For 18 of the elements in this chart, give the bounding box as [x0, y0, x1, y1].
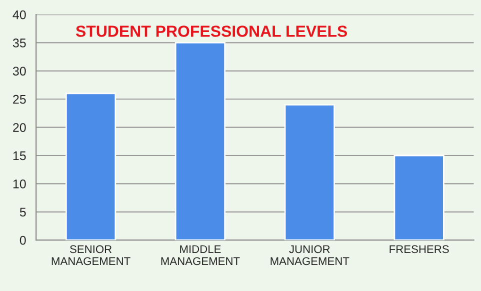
bar — [394, 154, 444, 240]
y-tick-label: 25 — [13, 94, 26, 104]
y-tick-label: 0 — [20, 236, 26, 245]
y-tick-label: 15 — [13, 151, 26, 160]
bar — [174, 42, 226, 240]
bar — [65, 92, 116, 240]
bar — [284, 104, 335, 240]
y-tick-label: 35 — [12, 38, 26, 48]
y-tick-label: 10 — [13, 179, 26, 188]
x-tick-label: SENIOR MANAGEMENT — [52, 245, 130, 266]
text: STUDENT PROFESSIONAL LEVELS — [76, 26, 348, 37]
x-tick-label: MIDDLE MANAGEMENT — [161, 245, 240, 266]
x-tick-label: JUNIOR MANAGEMENT — [270, 245, 350, 266]
y-tick-label: 30 — [12, 66, 26, 76]
y-tick-label: 5 — [20, 208, 26, 217]
y-tick-label: 40 — [12, 10, 26, 20]
y-tick-label: 20 — [13, 123, 26, 132]
x-tick-label: FRESHERS — [390, 245, 449, 254]
